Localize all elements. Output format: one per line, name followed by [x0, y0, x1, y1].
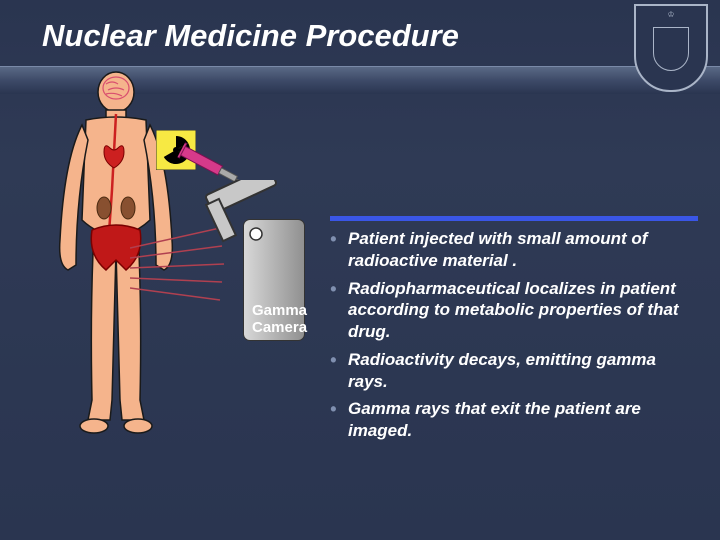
slide-title: Nuclear Medicine Procedure: [42, 18, 459, 54]
crest-text-icon: ♔: [667, 10, 674, 19]
bullet-item: Radiopharmaceutical localizes in patient…: [330, 278, 700, 343]
crest-shield-icon: [653, 27, 689, 71]
gamma-camera-label: Gamma Camera: [252, 302, 307, 337]
gamma-label-line2: Camera: [252, 319, 307, 336]
bullet-list: Patient injected with small amount of ra…: [330, 228, 700, 448]
section-divider: [330, 216, 698, 221]
kidney-left-icon: [97, 197, 111, 219]
bullet-item: Gamma rays that exit the patient are ima…: [330, 398, 700, 442]
bullet-item: Patient injected with small amount of ra…: [330, 228, 700, 272]
bullet-item: Radioactivity decays, emitting gamma ray…: [330, 349, 700, 393]
kidney-right-icon: [121, 197, 135, 219]
illustration-group: Gamma Camera: [46, 70, 326, 450]
university-crest: ♔: [634, 4, 708, 92]
gamma-label-line1: Gamma: [252, 302, 307, 319]
